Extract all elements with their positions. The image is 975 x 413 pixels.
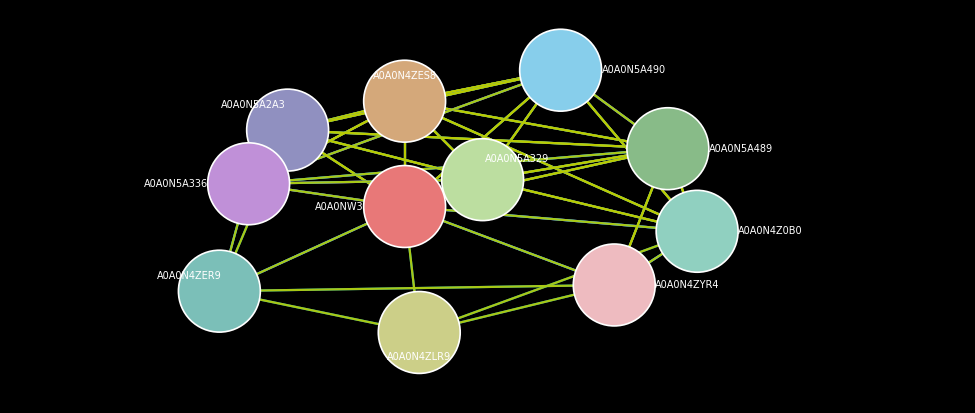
Text: A0A0NW3: A0A0NW3 bbox=[315, 202, 364, 211]
Text: A0A0N4ZYR4: A0A0N4ZYR4 bbox=[655, 280, 720, 290]
Text: A0A0N4ZER9: A0A0N4ZER9 bbox=[157, 271, 221, 281]
Ellipse shape bbox=[364, 166, 446, 247]
Ellipse shape bbox=[364, 60, 446, 142]
Text: A0A0N4Z0B0: A0A0N4Z0B0 bbox=[738, 226, 802, 236]
Text: A0A0N4ZES8: A0A0N4ZES8 bbox=[372, 71, 437, 81]
Ellipse shape bbox=[656, 190, 738, 272]
Ellipse shape bbox=[378, 292, 460, 373]
Ellipse shape bbox=[573, 244, 655, 326]
Text: A0A0N5A329: A0A0N5A329 bbox=[485, 154, 549, 164]
Ellipse shape bbox=[520, 29, 602, 111]
Text: A0A0N5A489: A0A0N5A489 bbox=[709, 144, 773, 154]
Text: A0A0N5A2A3: A0A0N5A2A3 bbox=[221, 100, 286, 110]
Ellipse shape bbox=[247, 89, 329, 171]
Ellipse shape bbox=[178, 250, 260, 332]
Text: A0A0N5A490: A0A0N5A490 bbox=[602, 65, 666, 75]
Ellipse shape bbox=[627, 108, 709, 190]
Text: A0A0N5A336: A0A0N5A336 bbox=[143, 179, 208, 189]
Ellipse shape bbox=[442, 139, 524, 221]
Text: A0A0N4ZLR9: A0A0N4ZLR9 bbox=[387, 352, 451, 362]
Ellipse shape bbox=[208, 143, 290, 225]
